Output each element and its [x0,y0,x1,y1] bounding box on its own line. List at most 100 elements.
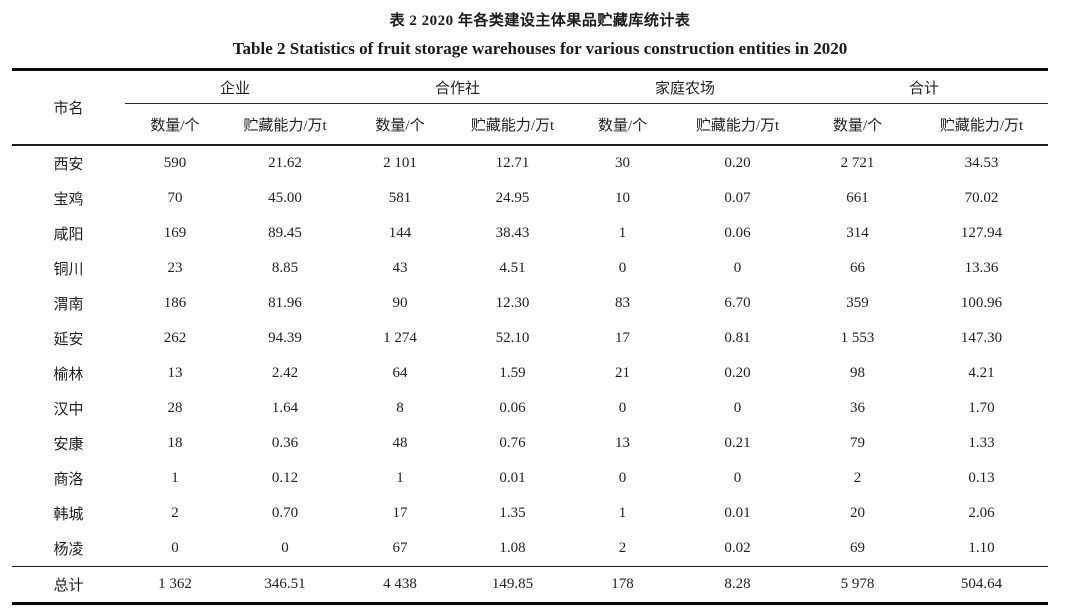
value-cell: 21.62 [268,155,302,171]
table-row: 汉中 28 1.64 8 0.06 0 0 36 1.70 [12,391,1048,426]
value-cell: 147.30 [960,330,1003,346]
total-value-cell: 149.85 [455,566,571,604]
table-row: 韩城 2 0.70 17 1.35 1 0.01 20 2.06 [12,496,1048,531]
value-cell: 13 [167,365,183,381]
value-cell: 0.21 [724,435,751,451]
value-cell: 186 [163,295,187,311]
table-row: 杨凌 0 0 67 1.08 2 0.02 69 1.10 [12,531,1048,567]
value-cell: 0 [733,260,742,276]
value-cell: 2 [853,470,862,486]
table-row: 商洛 1 0.12 1 0.01 0 0 2 0.13 [12,461,1048,496]
value-cell: 66 [850,260,866,276]
table-caption-zh: 表 2 2020 年各类建设主体果品贮藏库统计表 [389,13,691,29]
total-value-cell: 504.64 [915,566,1049,604]
total-row: 总计 1 362 346.51 4 438 149.85 178 8.28 5 978 504.… [12,566,1049,604]
city-cell: 杨凌 [53,542,84,558]
table-row: 延安 262 94.39 1 274 52.10 17 0.81 1 553 147.30 [12,321,1048,356]
value-cell: 83 [615,295,631,311]
total-value-cell: 8.28 [675,566,801,604]
value-cell: 6.70 [724,295,751,311]
column-group-total: 合计 [800,69,1049,104]
city-cell: 咸阳 [53,227,84,243]
value-cell: 4.21 [968,365,995,381]
value-cell: 0.01 [724,505,751,521]
value-cell: 1.59 [499,365,526,381]
value-cell: 0.01 [499,470,526,486]
city-cell: 商洛 [53,472,84,488]
value-cell: 13 [615,435,631,451]
total-label-cell: 总计 [12,566,125,604]
value-cell: 43 [392,260,408,276]
value-cell: 1 [618,225,627,241]
value-cell: 144 [388,225,412,241]
value-cell: 661 [846,190,869,206]
value-cell: 64 [392,365,408,381]
table-body: 西安 590 21.62 2 101 12.71 30 0.20 2 721 34.53 宝鸡 70… [12,145,1049,604]
total-value-cell: 5 978 [800,566,916,604]
value-cell: 67 [392,540,408,556]
table-caption-en: Table 2 Statistics of fruit storage ware… [232,39,848,58]
value-cell: 2 [171,505,179,521]
total-value-cell: 178 [570,566,676,604]
value-cell: 52.10 [495,330,530,346]
subheader-total-capacity: 贮藏能力/万t [915,103,1049,146]
value-cell: 94.39 [268,330,302,346]
table-row: 西安 590 21.62 2 101 12.71 30 0.20 2 721 34.53 [12,145,1048,181]
subheader-family-farm-quantity: 数量/个 [570,103,676,146]
table-row: 宝鸡 70 45.00 581 24.95 10 0.07 661 70.02 [12,181,1048,216]
column-group-family-farm: 家庭农场 [570,69,801,104]
table-row: 咸阳 169 89.45 144 38.43 1 0.06 314 127.94 [12,216,1048,251]
value-cell: 0 [618,400,627,416]
value-cell: 28 [167,400,183,416]
value-cell: 12.30 [495,295,530,311]
value-cell: 48 [392,435,408,451]
value-cell: 0.13 [968,470,995,486]
value-cell: 45.00 [268,190,302,206]
value-cell: 20 [850,505,866,521]
table-row: 渭南 186 81.96 90 12.30 83 6.70 359 100.96 [12,286,1048,321]
value-cell: 24.95 [495,190,530,206]
value-cell: 98 [850,365,866,381]
value-cell: 70.02 [964,190,999,206]
city-cell: 汉中 [53,402,84,418]
value-cell: 2 721 [840,155,875,171]
value-cell: 0.06 [724,225,751,241]
column-header-city: 市名 [12,69,125,146]
value-cell: 2 101 [383,155,417,171]
value-cell: 1 274 [383,330,417,346]
subheader-enterprise-quantity: 数量/个 [125,103,225,146]
value-cell: 34.53 [964,155,999,171]
value-cell: 1 [171,470,179,486]
value-cell: 0.12 [271,470,299,486]
value-cell: 0.02 [724,540,751,556]
value-cell: 21 [615,365,631,381]
table-row: 安康 18 0.36 48 0.76 13 0.21 79 1.33 [12,426,1048,461]
value-cell: 0 [618,470,627,486]
value-cell: 0 [733,400,742,416]
value-cell: 1.10 [968,540,995,556]
value-cell: 0.07 [724,190,751,206]
value-cell: 359 [846,295,869,311]
column-group-cooperative: 合作社 [345,69,571,104]
city-cell: 渭南 [53,297,84,313]
column-group-enterprise: 企业 [125,69,346,104]
city-cell: 铜川 [53,262,84,278]
value-cell: 0.36 [271,435,299,451]
subheader-family-farm-capacity: 贮藏能力/万t [675,103,801,146]
value-cell: 581 [388,190,412,206]
table-row: 榆林 13 2.42 64 1.59 21 0.20 98 4.21 [12,356,1048,391]
subheader-cooperative-quantity: 数量/个 [345,103,456,146]
value-cell: 36 [850,400,866,416]
subheader-cooperative-capacity: 贮藏能力/万t [455,103,571,146]
value-cell: 38.43 [495,225,530,241]
value-cell: 12.71 [495,155,530,171]
value-cell: 30 [615,155,631,171]
value-cell: 0 [281,540,289,556]
table-row: 铜川 23 8.85 43 4.51 0 0 66 13.36 [12,251,1048,286]
value-cell: 17 [392,505,408,521]
city-cell: 安康 [53,437,84,453]
value-cell: 0.81 [724,330,751,346]
value-cell: 17 [615,330,631,346]
value-cell: 1.33 [968,435,995,451]
table-header: 市名 企业 合作社 家庭农场 合计 数量/个 贮藏能力/万t 数量/个 贮藏能力… [12,69,1049,146]
